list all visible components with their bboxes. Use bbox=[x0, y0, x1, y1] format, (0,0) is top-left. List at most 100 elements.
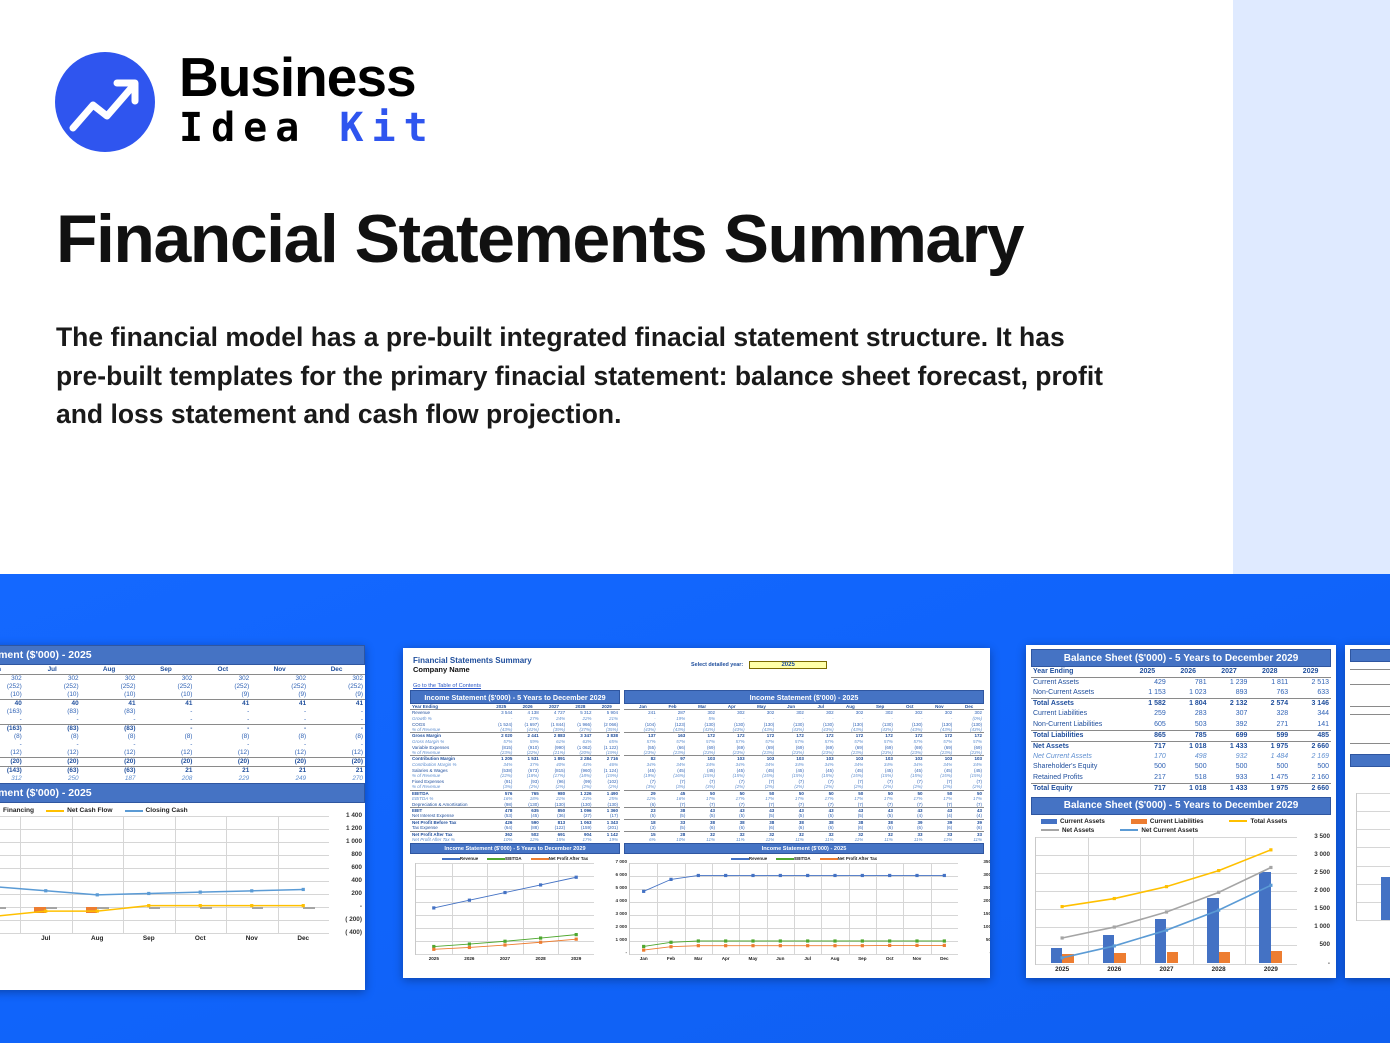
year-selector-input[interactable]: 2025 bbox=[749, 661, 828, 669]
cell-value: 24% bbox=[556, 715, 566, 721]
cell-value: (7) bbox=[887, 778, 893, 784]
year-selector-label: Select detailed year: bbox=[691, 662, 744, 668]
cell-value: (23%) bbox=[940, 750, 953, 755]
monthly-income-chart-legend: Revenue EBITDA Net Profit After Tax bbox=[624, 854, 984, 863]
legend-label: Net Profit After Tax bbox=[837, 856, 878, 861]
cell-value: 5 904 bbox=[606, 710, 618, 716]
cell-value: 33 bbox=[894, 830, 925, 838]
legend-entry: Revenue bbox=[441, 856, 478, 861]
cell-value: 103 bbox=[894, 755, 925, 762]
cell-value: (69) bbox=[914, 744, 923, 750]
cell-value: (252) bbox=[177, 683, 193, 691]
cell-value: (69) bbox=[736, 744, 745, 750]
cell-value: (18%) bbox=[526, 773, 539, 779]
legend-swatch bbox=[530, 857, 549, 860]
table-row: -------- bbox=[0, 741, 365, 749]
cell-value: (12) bbox=[10, 749, 22, 757]
cell-value: (3%) bbox=[646, 784, 656, 790]
cell-value: (83) bbox=[124, 708, 136, 716]
cell-value: (43%) bbox=[732, 727, 745, 732]
legend-entry: Revenue bbox=[730, 856, 767, 861]
cell-value: (143) bbox=[0, 766, 24, 776]
cell-value: 32 bbox=[865, 830, 895, 838]
table-row: 1 297 bbox=[1350, 684, 1390, 692]
cell-value: 18% bbox=[529, 796, 539, 802]
cell-value: 37% bbox=[529, 761, 539, 767]
cell-value: 2025 bbox=[1127, 667, 1168, 678]
cell-value: - bbox=[76, 716, 79, 724]
grid-line bbox=[0, 829, 329, 831]
cash-flow-screenshot[interactable]: Cash Flow Statement ($'000) - 2025 MayJu… bbox=[0, 645, 365, 990]
cell-value: 33 bbox=[954, 830, 984, 838]
x-axis-tick: Nov bbox=[912, 956, 922, 961]
cell-value: 21 bbox=[251, 766, 309, 776]
cell-value: 1 096 bbox=[567, 807, 594, 814]
chart-bar bbox=[148, 907, 161, 909]
cell-value: (7) bbox=[679, 778, 686, 784]
cell-value: 1 811 bbox=[1271, 679, 1289, 686]
row-label: Tax Expense bbox=[412, 825, 438, 831]
legend-swatch bbox=[487, 857, 506, 860]
cell-value: 39 bbox=[924, 818, 955, 826]
cell-value: 692 bbox=[1350, 699, 1390, 707]
cell-value: 763 bbox=[1276, 689, 1289, 696]
balance-sheet-screenshot[interactable]: Balance Sheet ($'000) - 5 Years to Decem… bbox=[1026, 645, 1336, 978]
cell-value: (64) bbox=[504, 825, 513, 831]
cell-value: (5) bbox=[739, 813, 745, 819]
grid-line bbox=[1036, 927, 1297, 929]
table-row: Net Assets 717 1 018 1 433 1 975 2 660 bbox=[1031, 740, 1331, 752]
grid-line bbox=[522, 863, 524, 954]
cell-value: 1 484 bbox=[1270, 752, 1289, 760]
row-label: Salaries & Wages bbox=[412, 767, 448, 773]
legend-swatch bbox=[1120, 828, 1139, 832]
annual-income-chart: 7 000 6 000 5 000 4 000 3 000 2 000 1 000 - 2025… bbox=[415, 859, 627, 961]
cell-value: (23%) bbox=[500, 750, 513, 755]
cell-value: 103 bbox=[805, 755, 836, 762]
cell-value: (7) bbox=[887, 801, 893, 807]
cell-value: 5% bbox=[708, 715, 715, 721]
cell-value: 19% bbox=[608, 837, 618, 843]
cell-value: 172 bbox=[954, 732, 984, 739]
grid-line bbox=[487, 863, 489, 954]
row-label: EBIT bbox=[410, 807, 488, 814]
cell-value: (45) bbox=[736, 767, 745, 773]
cell-value: 17% bbox=[794, 796, 804, 802]
cell-value: (45) bbox=[706, 767, 715, 773]
row-label: Non-Current Liabilities bbox=[1033, 720, 1103, 728]
cell-value: (21%) bbox=[553, 750, 566, 755]
cell-value: Sep bbox=[865, 704, 895, 711]
cell-value: (23%) bbox=[702, 750, 715, 755]
cell-value: (15%) bbox=[732, 773, 745, 779]
cell-value: 21% bbox=[556, 796, 566, 802]
cell-value: 50 bbox=[894, 789, 925, 796]
sheet-doc-title: Financial Statements Summary bbox=[413, 656, 532, 665]
table-of-contents-link[interactable]: Go to the Table of Contents bbox=[413, 683, 481, 689]
cash-flow-table-title: Cash Flow Statement ($'000) - 2025 bbox=[0, 645, 365, 665]
table-row: 15 28 32 32 32 32 32 32 32 33 33 33 bbox=[624, 830, 984, 838]
grid-line bbox=[0, 842, 329, 844]
table-row: 12% 16% 17% 17% 17% 17% 17% 17% 17% 17% 17% 17% bbox=[624, 796, 984, 802]
monthly-income-chart-title: Income Statement ($'000) - 2025 bbox=[624, 843, 984, 854]
table-row: Salaries & Wages (538) (673) (815) (960) (1 1… bbox=[410, 767, 620, 773]
cash-flow-table: MayJunJulAugSepOctNovDec302 302 302 302 302 3… bbox=[0, 666, 365, 783]
cell-value: - bbox=[19, 741, 22, 749]
financial-summary-screenshot[interactable]: Financial Statements Summary Company Nam… bbox=[403, 648, 990, 978]
legend-label: Total Assets bbox=[1250, 817, 1288, 825]
balance-sheet-monthly-screenshot[interactable]: Jan1 1741241 297936927865121 08150012512… bbox=[1345, 645, 1390, 978]
cell-value: (7) bbox=[976, 778, 983, 784]
cell-value: 11% bbox=[884, 837, 893, 843]
grid-line bbox=[821, 863, 823, 954]
cell-value: (130) bbox=[554, 801, 566, 807]
cell-value: (20) bbox=[308, 757, 365, 767]
x-axis-tick: 2029 bbox=[1263, 965, 1278, 973]
grid-line bbox=[630, 954, 958, 955]
cell-value: (66) bbox=[677, 744, 686, 750]
x-axis-tick: 2025 bbox=[1055, 965, 1070, 973]
cell-value: 1 433 bbox=[1208, 740, 1250, 752]
grid-line bbox=[416, 889, 594, 890]
x-axis-tick: 2027 bbox=[1159, 965, 1174, 973]
grid-line bbox=[684, 863, 686, 954]
cell-value: (15%) bbox=[880, 773, 893, 779]
